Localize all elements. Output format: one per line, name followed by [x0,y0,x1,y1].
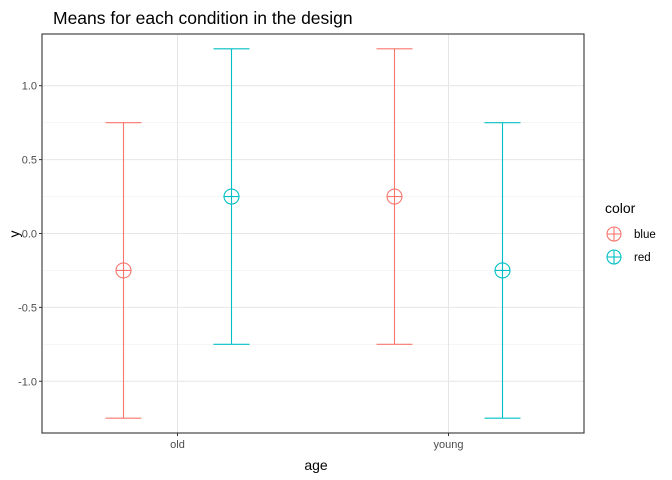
y-tick-label: 0.5 [22,155,37,167]
errorbar-blue-young [376,48,413,345]
x-tick-label: old [170,439,185,451]
errorbar-red-young [484,122,521,419]
legend-item-blue: blue [606,226,656,242]
x-tick-label: young [434,439,464,451]
x-axis-title: age [304,457,328,473]
plot-panel [41,33,585,434]
y-axis: -1.0 -0.5 0.0 0.5 1.0 [18,81,42,388]
y-tick-label: 0.0 [22,229,37,241]
legend-item-red: red [606,249,651,265]
y-tick-label: 1.0 [22,81,37,93]
y-tick-label: -0.5 [18,302,37,314]
y-tick-label: -1.0 [18,376,37,388]
legend: color blue red [605,200,656,265]
legend-label: blue [634,229,656,241]
errorbar-red-old [213,48,250,345]
errorbar-blue-old [105,122,142,419]
chart-title: Means for each condition in the design [53,8,353,28]
legend-label: red [634,252,651,264]
legend-title: color [605,200,636,216]
y-axis-title: y [6,231,22,238]
x-axis: old young [170,433,463,451]
